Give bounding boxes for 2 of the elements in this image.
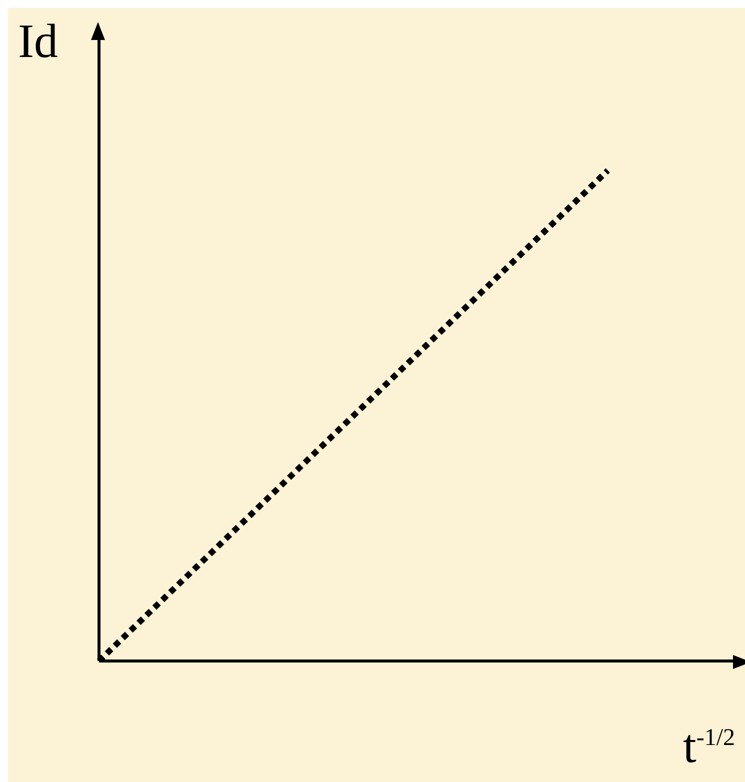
x-axis-title: t$^{-1/2}$ <box>682 718 735 775</box>
y-axis-title: Id <box>18 15 58 68</box>
